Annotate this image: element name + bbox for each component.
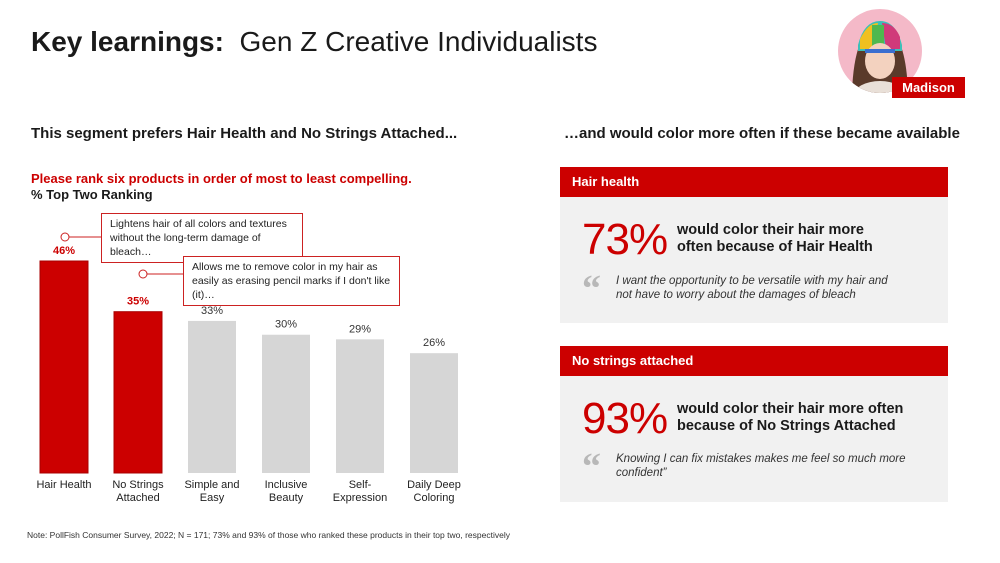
card-no-strings-stat: 93% (582, 394, 668, 443)
bar-3 (262, 334, 310, 473)
card-hair-health: Hair health 73% would color their hair m… (560, 167, 948, 323)
category-label-1: No Strings Attached (112, 479, 164, 504)
value-label-1: 35% (127, 296, 149, 308)
value-label-3: 30% (275, 319, 297, 331)
callout-dot-0 (60, 232, 70, 242)
category-label-2: Simple and Easy (184, 479, 239, 504)
chart-bars (39, 260, 458, 474)
card-hair-health-quote: I want the opportunity to be versatile w… (616, 275, 888, 301)
callout-connectors (60, 232, 183, 279)
callout-hair-health: Lightens hair of all colors and textures… (101, 213, 303, 263)
title-rest: Gen Z Creative Individualists (239, 26, 598, 57)
survey-question: Please rank six products in order of mos… (31, 171, 412, 186)
callout-dot-1 (138, 269, 148, 279)
title-bold: Key learnings: (31, 26, 224, 57)
bar-4 (336, 339, 384, 473)
category-label-3: Inclusive Beauty (265, 479, 308, 504)
bar-1 (113, 311, 163, 474)
category-label-5: Daily Deep Coloring (407, 479, 461, 504)
card-no-strings: No strings attached 93% would color thei… (560, 346, 948, 502)
right-heading: …and would color more often if these bec… (564, 125, 960, 142)
card-hair-health-stat: 73% (582, 215, 668, 264)
page-title: Key learnings: Gen Z Creative Individual… (31, 26, 597, 58)
category-label-0: Hair Health (36, 479, 91, 491)
value-label-5: 26% (423, 337, 445, 349)
value-label-4: 29% (349, 323, 371, 335)
card-hair-health-label: Hair health (560, 167, 948, 197)
quote-icon: “ (582, 268, 601, 310)
persona-avatar (838, 9, 922, 93)
chart-value-labels: 46% 35% 33% 30% 29% 26% (53, 245, 445, 349)
bar-2 (188, 320, 236, 473)
card-no-strings-statement: would color their hair more often becaus… (677, 401, 904, 434)
left-heading: This segment prefers Hair Health and No … (31, 125, 458, 142)
footnote: Note: PollFish Consumer Survey, 2022; N … (27, 530, 510, 540)
value-label-2: 33% (201, 305, 223, 317)
card-no-strings-label: No strings attached (560, 346, 948, 376)
value-label-0: 46% (53, 245, 75, 257)
callout-no-strings: Allows me to remove color in my hair as … (183, 256, 400, 306)
quote-icon: “ (582, 446, 601, 488)
card-hair-health-statement: would color their hair more often becaus… (677, 222, 873, 255)
bar-0 (39, 260, 89, 474)
bar-5 (410, 353, 458, 473)
chart-metric-label: % Top Two Ranking (31, 187, 153, 202)
card-no-strings-quote: Knowing I can fix mistakes makes me feel… (616, 453, 906, 479)
persona-name-tag: Madison (892, 77, 965, 98)
category-label-4: Self-Expression (333, 479, 387, 504)
chart-category-labels: Hair Health No Strings Attached Simple and E… (36, 479, 460, 504)
